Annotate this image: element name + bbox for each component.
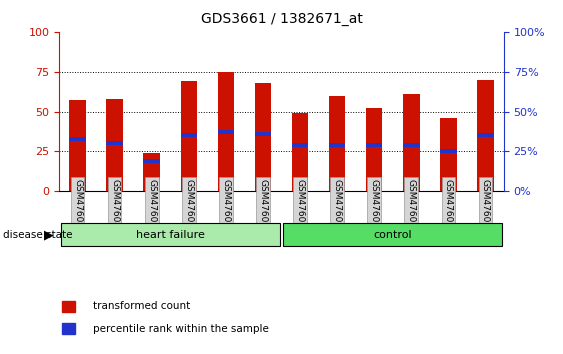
Text: GSM476054: GSM476054 [296,179,305,234]
Bar [217,130,234,134]
Text: GSM476059: GSM476059 [481,179,490,234]
Bar [106,141,123,145]
Bar [440,118,457,191]
Bar [254,83,271,191]
Text: transformed count: transformed count [93,301,191,311]
Bar [106,99,123,191]
Bar [217,72,234,191]
Bar [329,96,346,191]
Bar [62,323,75,334]
Bar [366,143,382,147]
Bar [440,149,457,153]
Bar [62,301,75,312]
Text: GDS3661 / 1382671_at: GDS3661 / 1382671_at [200,12,363,27]
Bar [69,101,86,191]
Text: GSM476049: GSM476049 [110,179,119,234]
Bar [69,137,86,141]
Text: percentile rank within the sample: percentile rank within the sample [93,324,269,333]
Bar [144,159,160,163]
Bar [477,80,494,191]
Text: GSM476057: GSM476057 [406,179,415,234]
Bar [181,81,197,191]
Bar [366,108,382,191]
Text: heart failure: heart failure [136,229,205,240]
Bar [292,113,309,191]
Bar [403,143,419,147]
Text: control: control [373,229,412,240]
Text: GSM476056: GSM476056 [370,179,379,234]
Bar [292,143,309,147]
Bar [477,133,494,137]
Text: GSM476052: GSM476052 [221,179,230,234]
Bar [144,153,160,191]
Text: ▶: ▶ [44,228,53,241]
Text: disease state: disease state [3,229,72,240]
Text: GSM476058: GSM476058 [444,179,453,234]
Text: GSM476048: GSM476048 [73,179,82,234]
Bar [254,132,271,136]
Bar [329,143,346,147]
Text: GSM476053: GSM476053 [258,179,267,234]
FancyBboxPatch shape [61,223,280,246]
FancyBboxPatch shape [283,223,502,246]
Text: GSM476050: GSM476050 [148,179,157,234]
Bar [181,133,197,137]
Bar [403,94,419,191]
Text: GSM476055: GSM476055 [333,179,342,234]
Text: GSM476051: GSM476051 [184,179,193,234]
